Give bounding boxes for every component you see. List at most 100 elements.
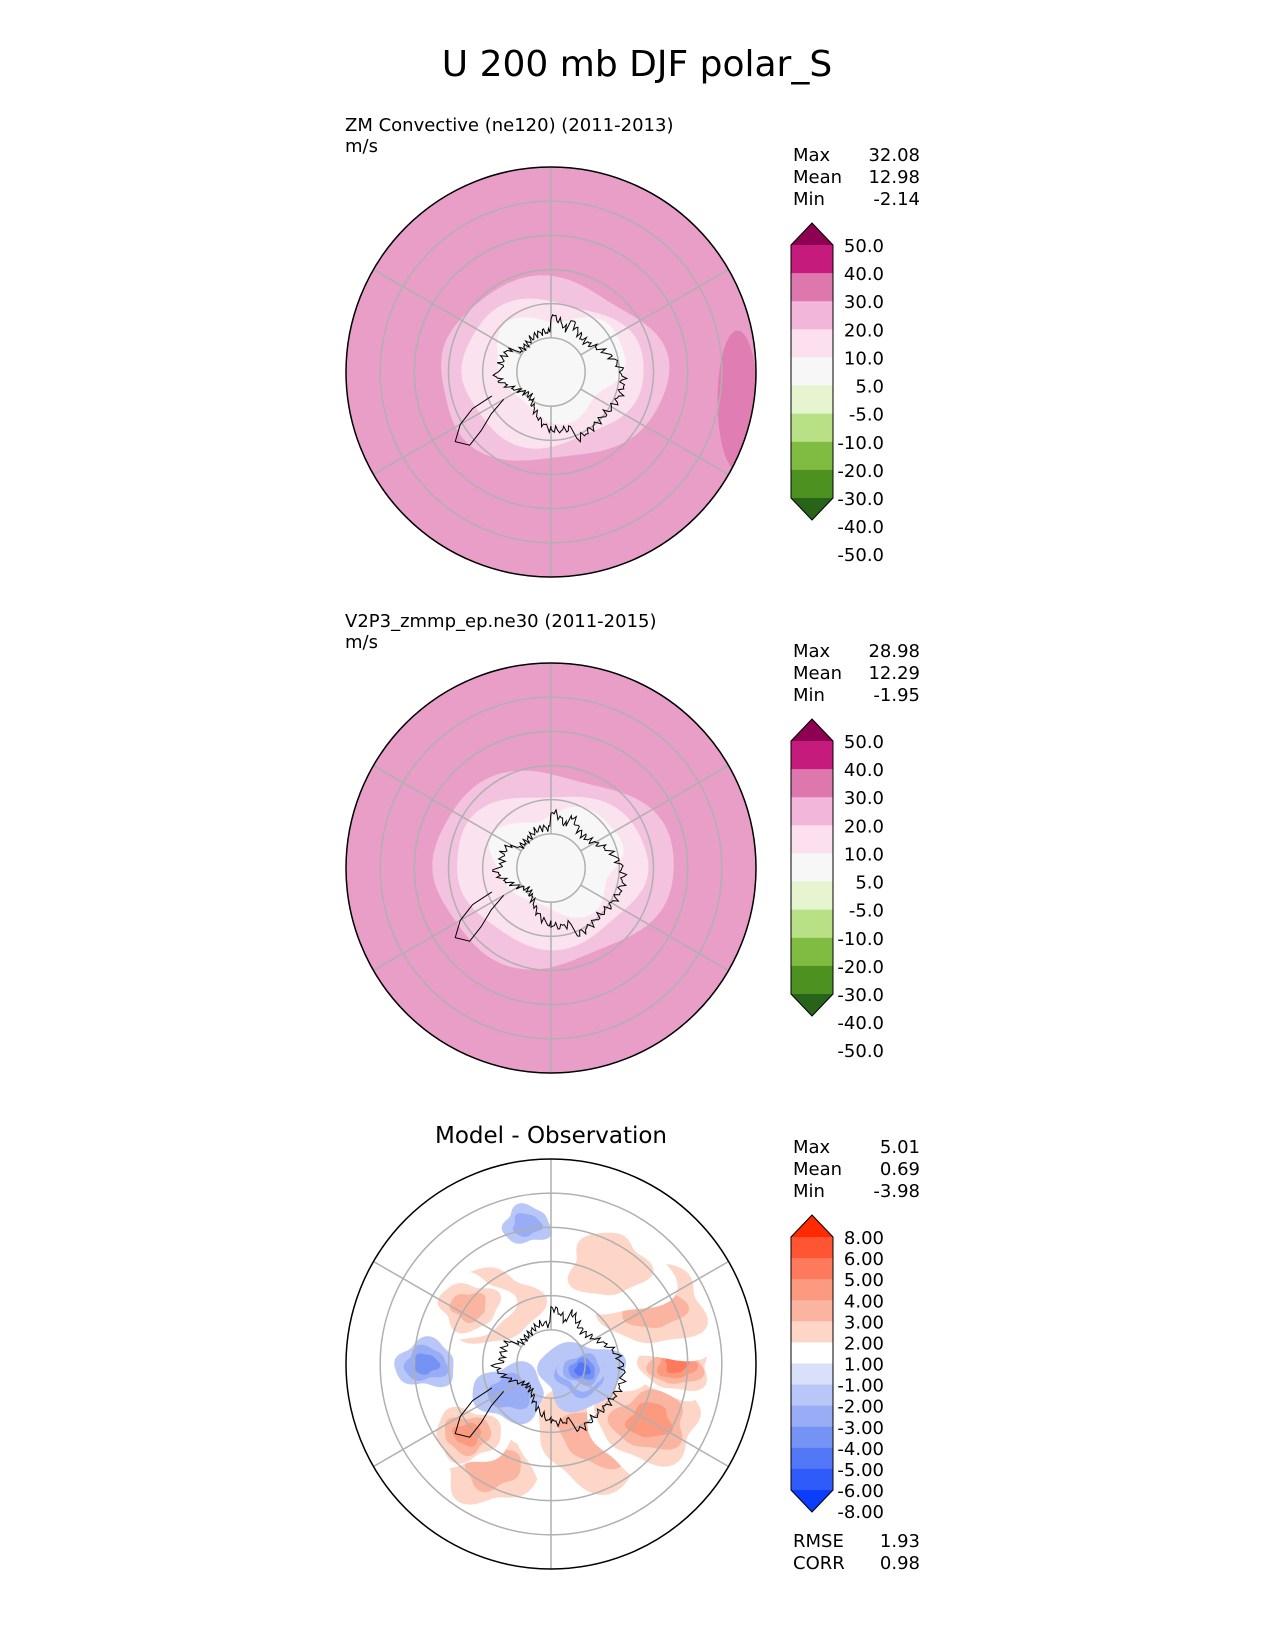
meridian-line — [580, 268, 729, 356]
colorbar-extend-bottom — [791, 498, 833, 520]
map-field — [346, 167, 756, 577]
stat-label: Min — [793, 1181, 825, 1202]
bottom-stat-value: 1.93 — [880, 1531, 920, 1552]
meridian-line — [373, 1260, 522, 1348]
colorbar-segment — [791, 273, 833, 302]
colorbar-segment — [791, 1300, 833, 1322]
bottom-stat-label: RMSE — [793, 1531, 844, 1552]
bottom-stat-value: 0.98 — [880, 1553, 920, 1574]
stat-label: Mean — [793, 1159, 842, 1180]
colorbar-segment — [791, 1258, 833, 1280]
colorbar: 50.0 40.0 30.0 20.0 10.0 5.0 -5.0 -10.0 -20.0 -30… — [790, 222, 884, 566]
meridian-line — [373, 764, 522, 852]
colorbar-tick-label: -20.0 — [837, 461, 884, 482]
colorbar-tick-label: 6.00 — [844, 1249, 884, 1270]
stat-value: 5.01 — [880, 1137, 920, 1158]
colorbar-segment — [791, 385, 833, 415]
colorbar-tick-label: 10.0 — [844, 348, 884, 369]
colorbar-extend-bottom — [791, 1490, 833, 1512]
colorbar-extend-top — [791, 1215, 833, 1237]
panels: ZM Convective (ne120) (2011-2013)m/s Max 3… — [345, 115, 920, 1574]
colorbar-tick-label: 8.00 — [844, 1228, 884, 1249]
colorbar-segment — [791, 301, 833, 330]
stats-block: Max 5.01 Mean 0.69 Min -3.98 RMSE 1.93 CORR 0.98 — [793, 1137, 920, 1574]
colorbar-tick-label: -6.00 — [837, 1481, 884, 1502]
meridian-line — [580, 388, 729, 476]
colorbar-segment — [791, 825, 833, 854]
colorbar-segment — [791, 1468, 833, 1491]
colorbar-segment — [791, 1384, 833, 1407]
meridian-line — [580, 884, 729, 972]
colorbar-segment — [791, 881, 833, 911]
colorbar-segment — [791, 741, 833, 770]
field-jet-core — [717, 330, 756, 471]
colorbar-tick-label: -4.00 — [837, 1439, 884, 1460]
colorbar-tick-label: -10.0 — [837, 433, 884, 454]
colorbar-segment — [791, 329, 833, 358]
panel-units: m/s — [345, 136, 378, 157]
colorbar-tick-label: 5.00 — [844, 1270, 884, 1291]
colorbar-tick-label: 5.0 — [855, 377, 884, 398]
colorbar-tick-label: -40.0 — [837, 517, 884, 538]
colorbar-tick-label: -50.0 — [837, 1041, 884, 1062]
colorbar-tick-label: -50.0 — [837, 545, 884, 566]
panel-units: m/s — [345, 632, 378, 653]
coastline-peninsula — [454, 395, 505, 446]
colorbar-segment — [791, 769, 833, 798]
stat-label: Mean — [793, 167, 842, 188]
map-field — [346, 663, 756, 1073]
panel-title: V2P3_zmmp_ep.ne30 (2011-2015) — [345, 611, 657, 632]
map-panel-1: ZM Convective (ne120) (2011-2013)m/s Max 3… — [345, 115, 920, 578]
stat-value: -2.14 — [873, 189, 920, 210]
colorbar-tick-label: 5.0 — [855, 873, 884, 894]
stat-value: -3.98 — [873, 1181, 920, 1202]
colorbar-tick-label: 4.00 — [844, 1291, 884, 1312]
coastline-peninsula — [454, 891, 505, 942]
colorbar-tick-label: 20.0 — [844, 816, 884, 837]
colorbar: 50.0 40.0 30.0 20.0 10.0 5.0 -5.0 -10.0 -20.0 -30… — [790, 718, 884, 1062]
meridian-line — [580, 1380, 729, 1468]
colorbar-extend-bottom — [791, 994, 833, 1016]
map-panel-3: Model - Observation Max 5.01 Mean 0.69 Min -3.… — [345, 1123, 920, 1574]
colorbar-tick-label: -30.0 — [837, 489, 884, 510]
colorbar-tick-label: 40.0 — [844, 760, 884, 781]
field-anomaly — [449, 1292, 486, 1324]
colorbar-segment — [791, 965, 833, 995]
map-boundary — [345, 1158, 757, 1570]
colorbar-segment — [791, 1405, 833, 1428]
colorbar: 8.006.005.004.003.002.001.00-1.00-2.00-3… — [790, 1214, 884, 1523]
stat-label: Mean — [793, 663, 842, 684]
colorbar-tick-label: 30.0 — [844, 292, 884, 313]
stat-label: Min — [793, 189, 825, 210]
colorbar-extend-top — [791, 223, 833, 245]
colorbar-tick-label: -8.00 — [837, 1502, 884, 1523]
stat-value: -1.95 — [873, 685, 920, 706]
colorbar-segment — [791, 1426, 833, 1449]
map-gridlines — [373, 1159, 729, 1569]
colorbar-segment — [791, 357, 833, 387]
colorbar-outline — [790, 1214, 834, 1513]
figure-title: U 200 mb DJF polar_S — [442, 44, 832, 85]
colorbar-segment — [791, 1447, 833, 1470]
field-anomaly — [574, 1362, 591, 1376]
meridian-line — [580, 1260, 729, 1348]
colorbar-segment — [791, 245, 833, 274]
colorbar-outline — [790, 718, 834, 1017]
stats-block: Max 32.08 Mean 12.98 Min -2.14 — [793, 145, 920, 210]
colorbar-segment — [791, 1321, 833, 1343]
map-panel-2: V2P3_zmmp_ep.ne30 (2011-2015)m/s Max 28.98… — [345, 611, 920, 1074]
colorbar-tick-label: 20.0 — [844, 320, 884, 341]
colorbar-segment — [791, 937, 833, 967]
map-boundary — [345, 662, 757, 1074]
colorbar-tick-label: -5.00 — [837, 1460, 884, 1481]
colorbar-segment — [791, 413, 833, 443]
colorbar-tick-label: -2.00 — [837, 1397, 884, 1418]
coastline-antarctica — [490, 1305, 627, 1433]
colorbar-tick-label: 1.00 — [844, 1355, 884, 1376]
colorbar-tick-label: 30.0 — [844, 788, 884, 809]
map-field — [346, 1159, 756, 1569]
colorbar-tick-label: 3.00 — [844, 1312, 884, 1333]
field-anomaly — [413, 1353, 441, 1375]
map-gridlines — [373, 663, 729, 1073]
meridian-line — [580, 764, 729, 852]
